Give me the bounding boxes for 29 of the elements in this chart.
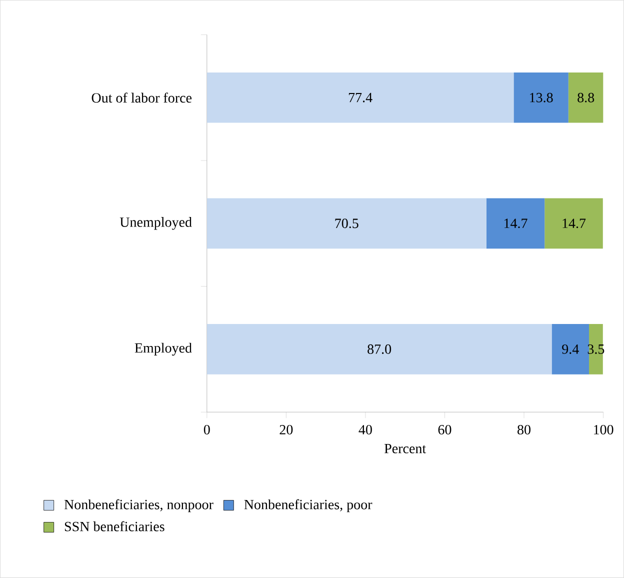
x-tick-label: 40 [358, 424, 372, 434]
x-tick-label: 60 [438, 424, 452, 434]
data-label: 8.8 [578, 92, 594, 102]
bar [544, 198, 603, 249]
y-tick-label: Out of labor force [92, 92, 192, 103]
data-label: 77.4 [348, 92, 372, 102]
data-label: 87.0 [368, 344, 392, 354]
bar [552, 324, 590, 374]
x-axis-title: Percent [384, 444, 426, 454]
bar [486, 198, 545, 249]
bar [206, 198, 486, 249]
data-label: 14.7 [504, 218, 528, 228]
data-label: 70.5 [335, 218, 358, 228]
y-tick-label: Unemployed [120, 217, 192, 230]
x-tick-label: 100 [594, 424, 614, 434]
legend-label: SSN beneficiaries [64, 521, 164, 532]
data-label: 9.4 [562, 344, 579, 354]
bar [206, 72, 514, 123]
data-label: 13.8 [530, 92, 553, 102]
bar [514, 72, 568, 123]
bar [206, 324, 552, 374]
bar [568, 72, 604, 123]
legend-label: Nonbeneficiaries, poor [244, 499, 372, 512]
x-tick-label: 80 [518, 424, 530, 434]
y-tick-label: Employed [134, 342, 192, 356]
x-tick-label: 20 [280, 424, 293, 434]
legend-label: Nonbeneficiaries, nonpoor [64, 499, 214, 512]
x-tick-label: 0 [204, 424, 210, 434]
data-label: 14.7 [562, 218, 586, 228]
